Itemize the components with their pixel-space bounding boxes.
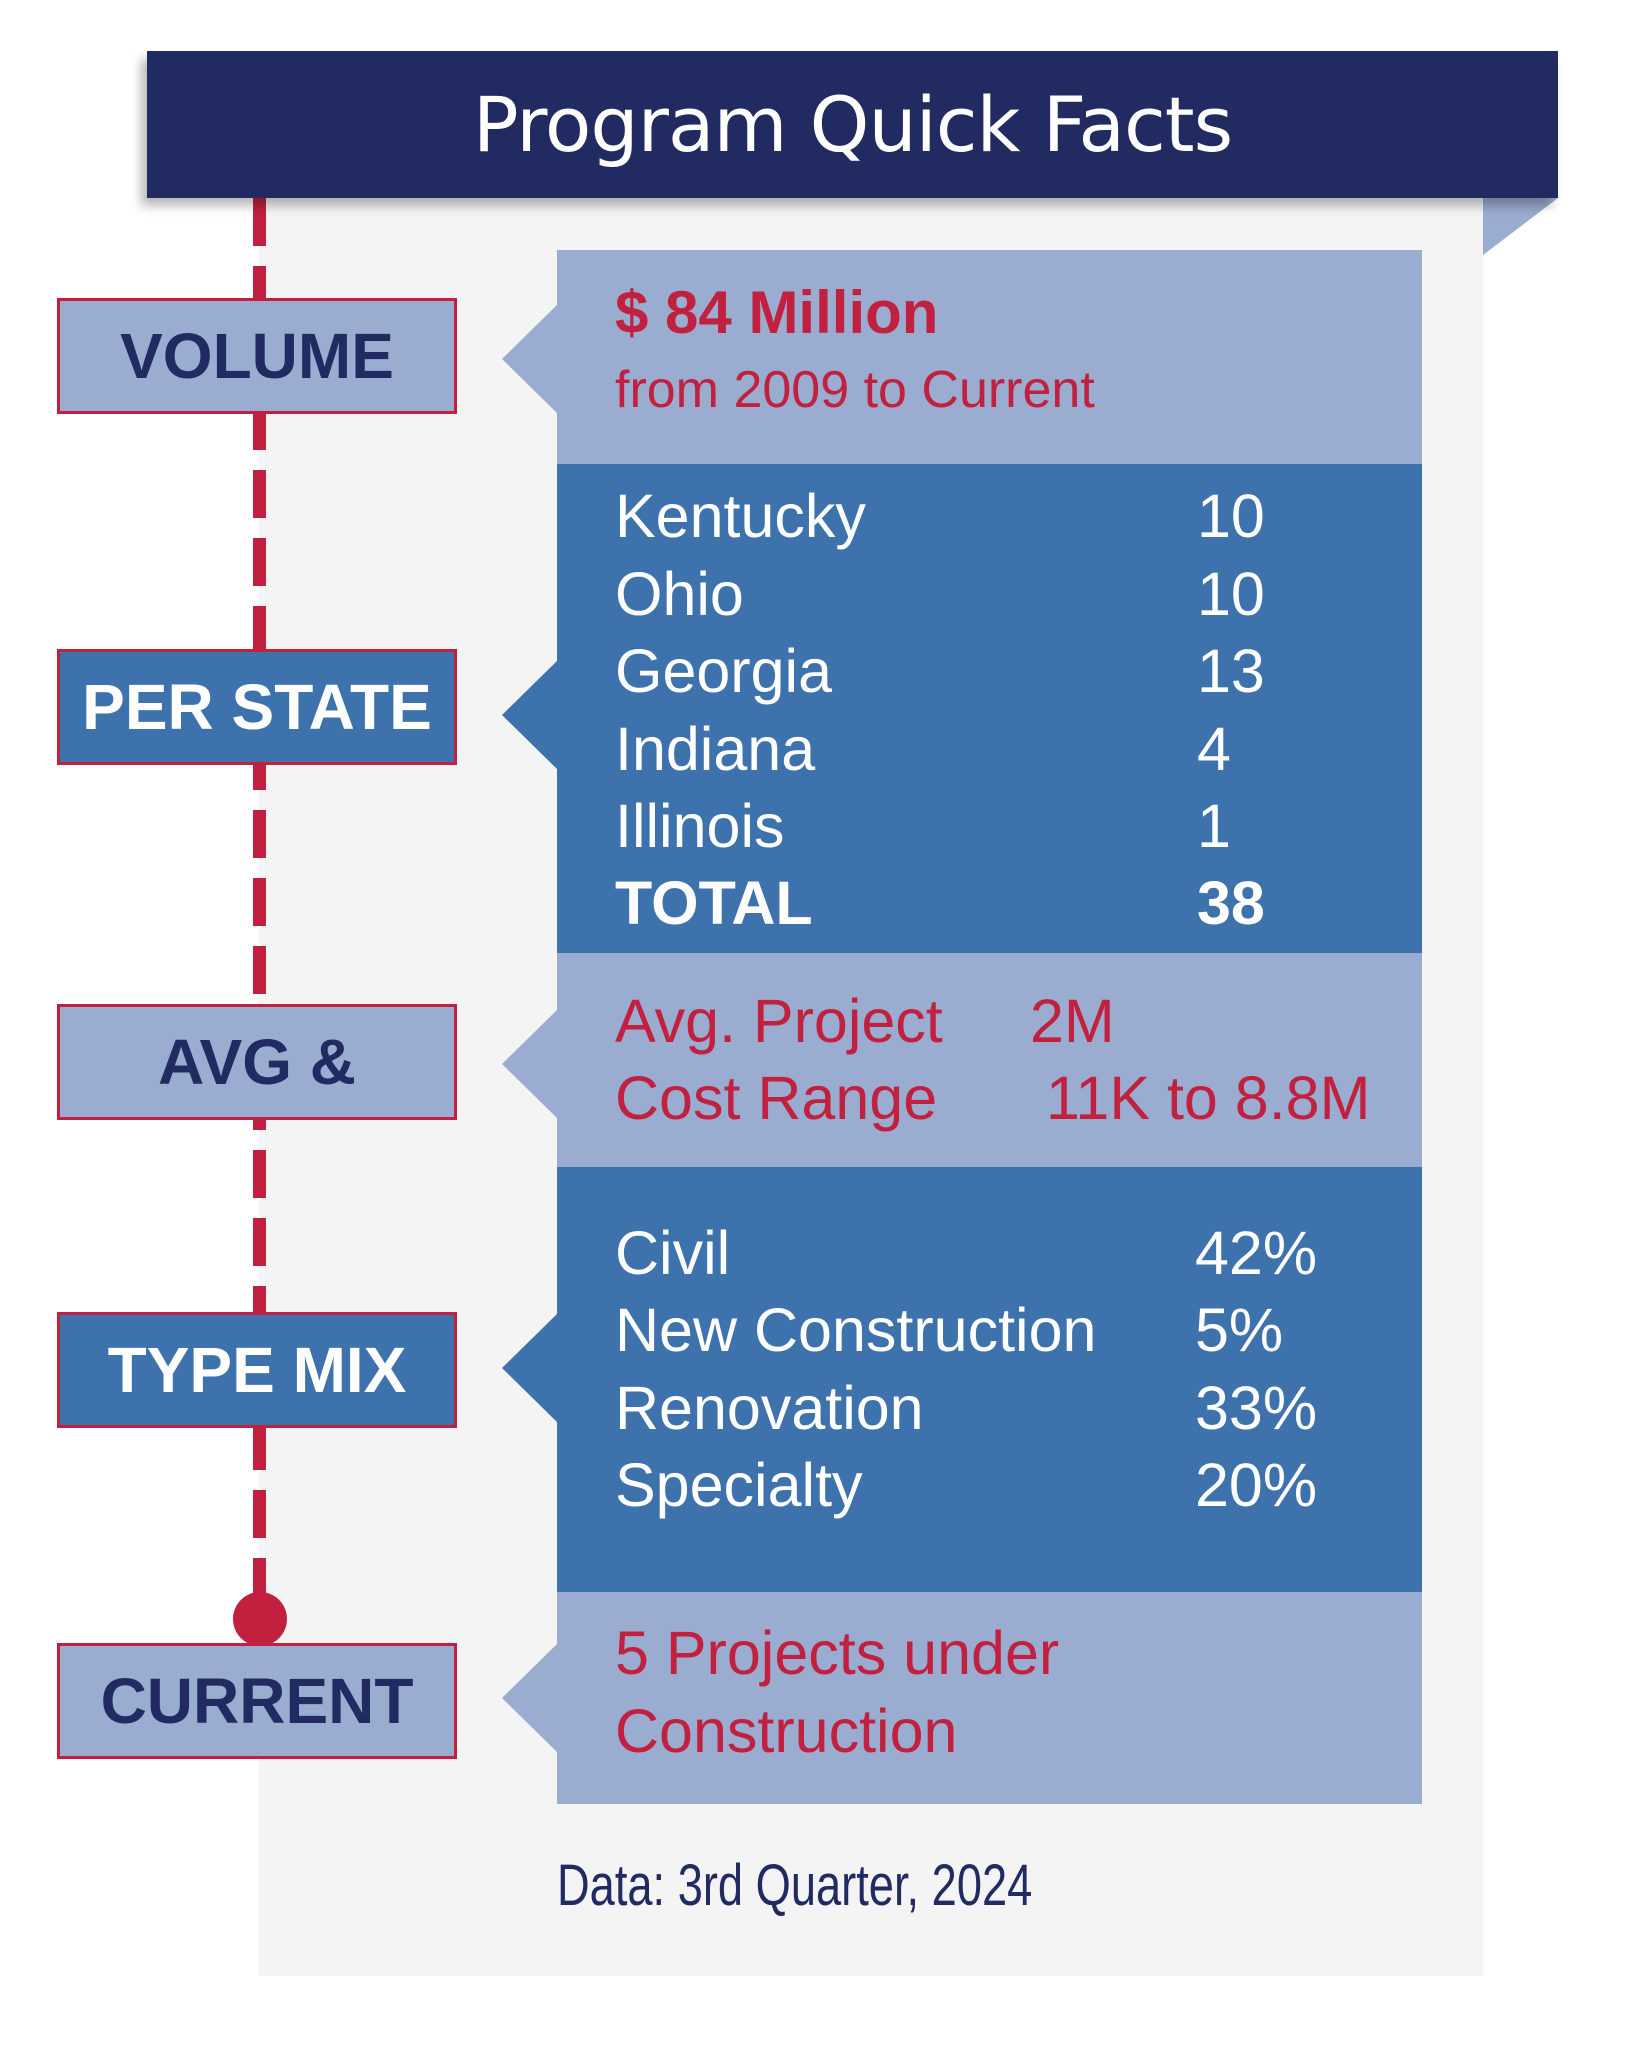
panel-pointer [502, 1009, 558, 1119]
type-name: Renovation [615, 1374, 924, 1442]
state-name: Ohio [615, 560, 744, 628]
type-percent: 5% [1195, 1296, 1284, 1364]
panel-per-state: Kentucky 10 Ohio 10 Georgia 13 Indiana 4… [502, 464, 1422, 953]
state-count: 4 [1197, 715, 1231, 783]
state-name: Kentucky [615, 482, 866, 550]
panel-type-mix: Civil 42% New Construction 5% Renovation… [502, 1167, 1422, 1592]
panel-current: 5 Projects under Construction [502, 1592, 1422, 1804]
state-count: 10 [1197, 560, 1265, 628]
data-footnote: Data: 3rd Quarter, 2024 [557, 1853, 1033, 1918]
panel-volume: $ 84 Million from 2009 to Current [502, 250, 1422, 464]
label-volume: VOLUME [57, 298, 457, 414]
state-count: 1 [1197, 792, 1231, 860]
state-total-value: 38 [1197, 869, 1265, 937]
label-avg: AVG & [57, 1004, 457, 1120]
state-count: 10 [1197, 482, 1265, 550]
volume-range: from 2009 to Current [615, 361, 1095, 419]
label-type-mix: TYPE MIX [57, 1312, 457, 1428]
label-per-state: PER STATE [57, 649, 457, 765]
avg-value: 2M [1030, 987, 1115, 1055]
type-percent: 33% [1195, 1374, 1318, 1442]
avg-label: Cost Range [615, 1064, 938, 1132]
type-name: New Construction [615, 1296, 1097, 1364]
panel-avg: Avg. Project 2M Cost Range 11K to 8.8M [502, 953, 1422, 1167]
avg-value: 11K to 8.8M [1046, 1064, 1371, 1132]
type-name: Civil [615, 1219, 731, 1287]
panel-pointer [502, 1313, 558, 1423]
state-name: Indiana [615, 715, 816, 783]
panel-pointer [502, 1643, 558, 1753]
avg-label: Avg. Project [615, 987, 943, 1055]
type-name: Specialty [615, 1451, 863, 1519]
title-banner: Program Quick Facts [147, 51, 1558, 198]
type-percent: 42% [1195, 1219, 1318, 1287]
current-line-2: Construction [615, 1697, 958, 1765]
state-total-label: TOTAL [615, 869, 813, 937]
panel-pointer [502, 660, 558, 770]
current-line-1: 5 Projects under [615, 1619, 1060, 1687]
state-count: 13 [1197, 637, 1265, 705]
volume-amount: $ 84 Million [615, 279, 939, 346]
timeline-line [253, 198, 266, 1608]
timeline-end-dot [233, 1592, 287, 1646]
page-title: Program Quick Facts [472, 80, 1233, 169]
state-name: Illinois [615, 792, 785, 860]
state-name: Georgia [615, 637, 833, 705]
label-current: CURRENT [57, 1643, 457, 1759]
panel-pointer [502, 304, 558, 414]
type-percent: 20% [1195, 1451, 1318, 1519]
banner-fold [1483, 198, 1558, 255]
